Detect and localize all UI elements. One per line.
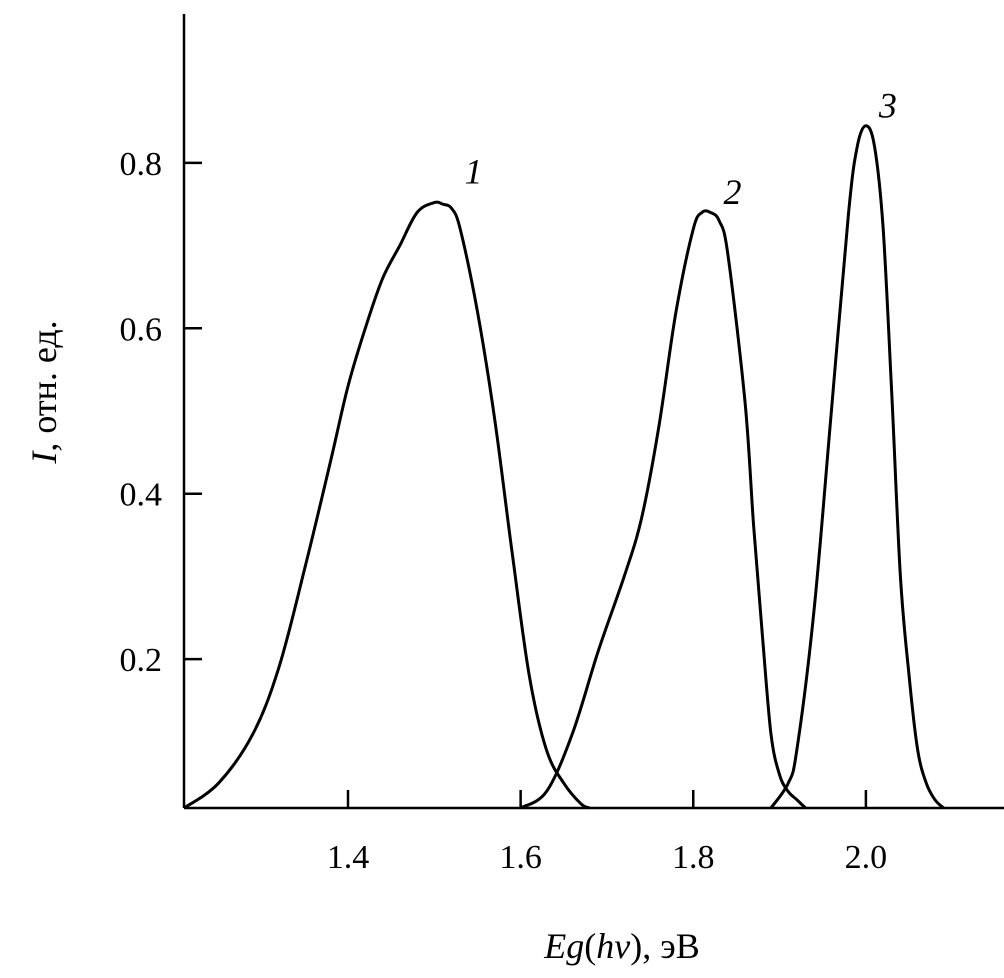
- x-tick-label: 1.4: [327, 839, 370, 876]
- y-ticks: 0.2 0.4 0.6 0.8: [120, 146, 202, 679]
- curve-3: [769, 124, 945, 810]
- x-tick-label: 1.6: [499, 839, 542, 876]
- axes: [182, 14, 1004, 810]
- curve-label-2: 2: [723, 172, 741, 212]
- x-ticks: 1.4 1.6 1.8 2.0: [327, 790, 887, 876]
- y-tick-label: 0.4: [120, 477, 163, 514]
- curve-label-1: 1: [465, 152, 483, 192]
- y-tick-label: 0.6: [120, 311, 163, 348]
- x-tick-label: 1.8: [672, 839, 715, 876]
- curve-1: [183, 200, 591, 810]
- curve-2: [519, 209, 807, 810]
- y-tick-label: 0.8: [120, 146, 163, 183]
- curves: [183, 124, 945, 810]
- x-axis-label: Eg(hv), эВ: [543, 926, 699, 966]
- y-axis-label: I, отн. ед.: [24, 320, 64, 464]
- curve-labels: 1 2 3: [465, 85, 897, 212]
- y-tick-label: 0.2: [120, 642, 163, 679]
- x-tick-label: 2.0: [845, 839, 888, 876]
- curve-label-3: 3: [878, 85, 897, 125]
